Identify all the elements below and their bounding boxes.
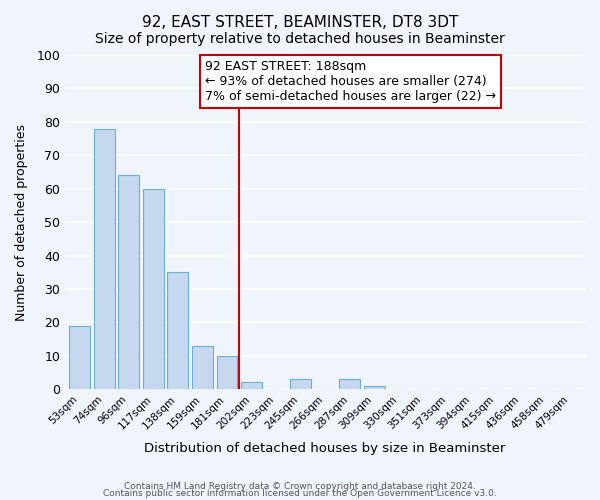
X-axis label: Distribution of detached houses by size in Beaminster: Distribution of detached houses by size …	[145, 442, 506, 455]
Text: Size of property relative to detached houses in Beaminster: Size of property relative to detached ho…	[95, 32, 505, 46]
Bar	[94, 128, 115, 389]
Bar	[241, 382, 262, 389]
Text: Contains public sector information licensed under the Open Government Licence v3: Contains public sector information licen…	[103, 489, 497, 498]
Text: Contains HM Land Registry data © Crown copyright and database right 2024.: Contains HM Land Registry data © Crown c…	[124, 482, 476, 491]
Bar	[143, 188, 164, 389]
Y-axis label: Number of detached properties: Number of detached properties	[15, 124, 28, 320]
Text: 92 EAST STREET: 188sqm
← 93% of detached houses are smaller (274)
7% of semi-det: 92 EAST STREET: 188sqm ← 93% of detached…	[205, 60, 496, 103]
Text: 92, EAST STREET, BEAMINSTER, DT8 3DT: 92, EAST STREET, BEAMINSTER, DT8 3DT	[142, 15, 458, 30]
Bar	[339, 379, 360, 389]
Bar	[364, 386, 385, 389]
Bar	[70, 326, 90, 389]
Bar	[118, 176, 139, 389]
Bar	[217, 356, 238, 389]
Bar	[167, 272, 188, 389]
Bar	[192, 346, 213, 389]
Bar	[290, 379, 311, 389]
